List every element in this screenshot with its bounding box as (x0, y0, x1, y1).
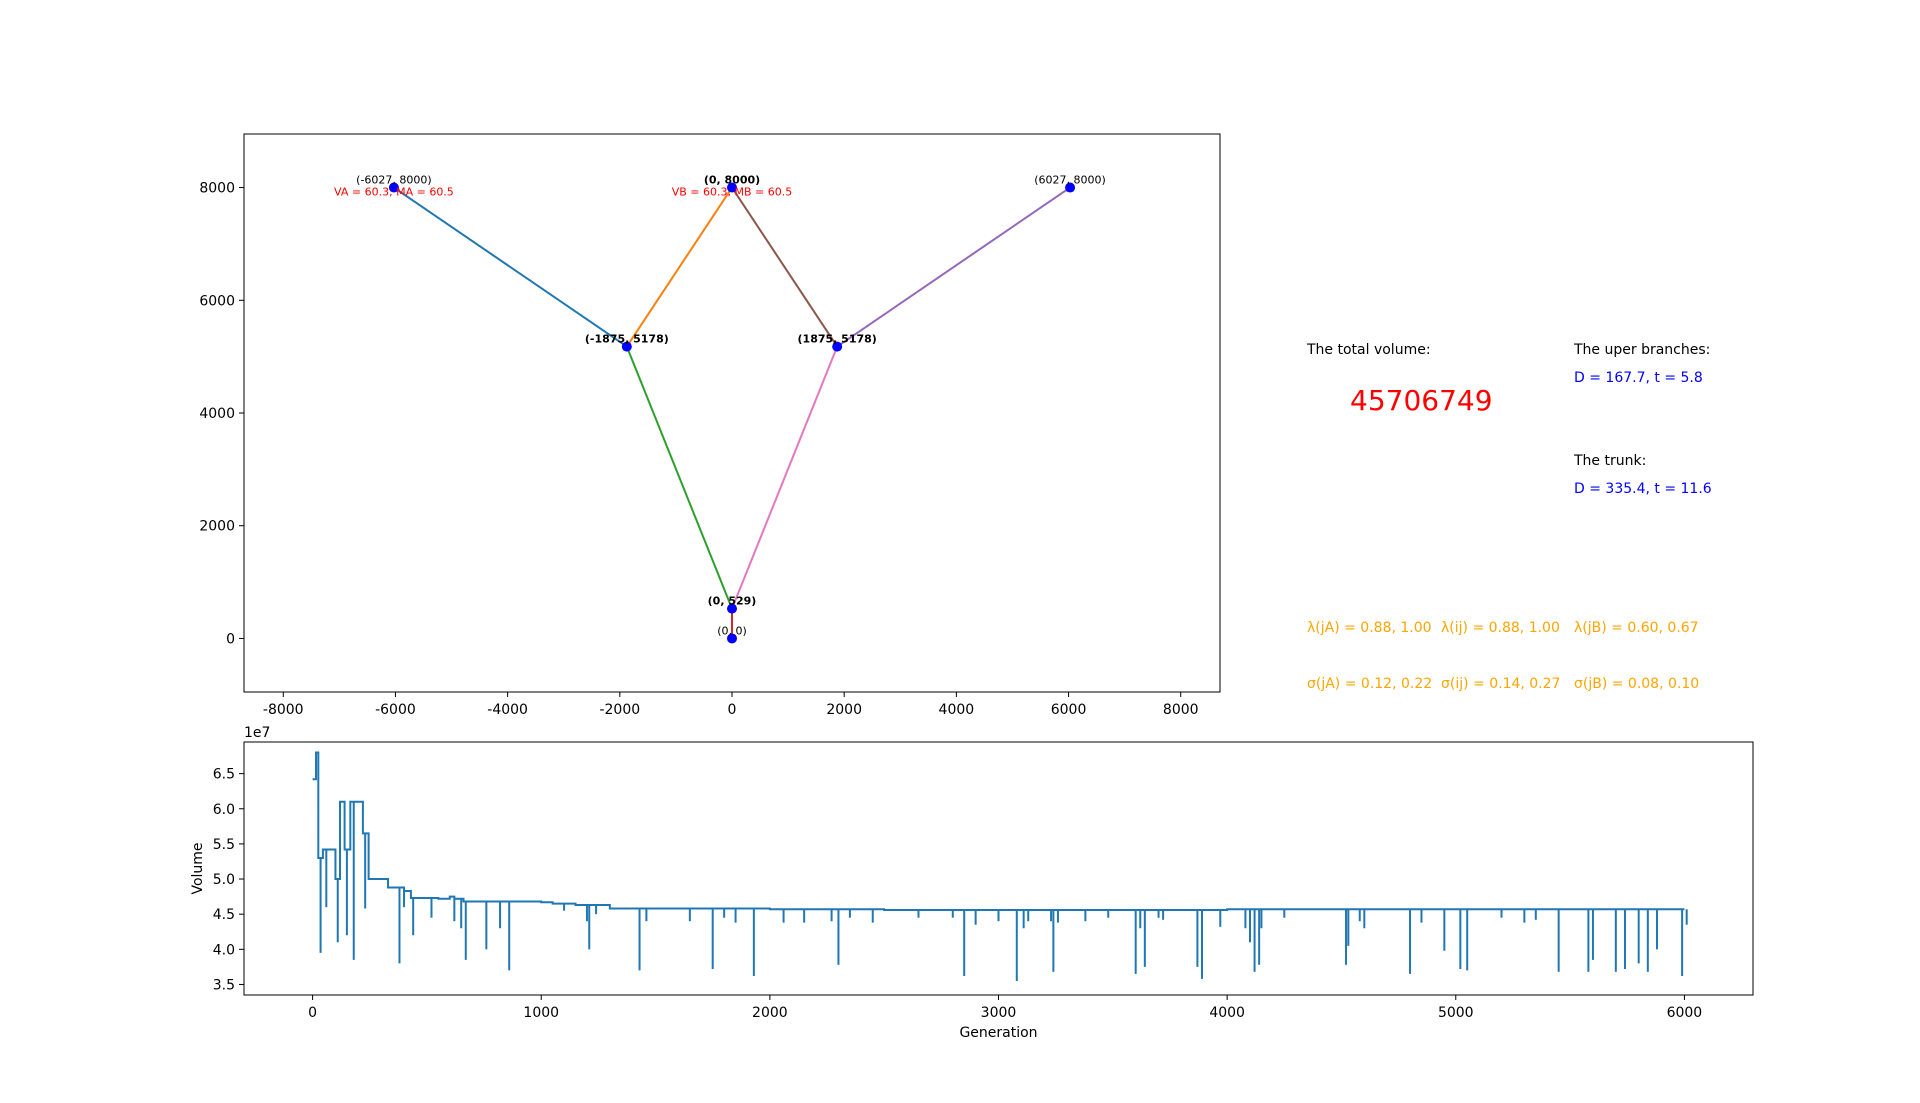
x-tick-label: 1000 (523, 1005, 559, 1021)
lambda-ij-value: λ(ij) = 0.88, 1.00 (1441, 620, 1560, 636)
x-tick-label: 5000 (1438, 1005, 1474, 1021)
branch-segment-4 (836, 186, 1071, 348)
x-tick-label: 0 (728, 702, 737, 718)
upper-branches-label: The uper branches: (1574, 342, 1711, 358)
sigma-jb-value: σ(jB) = 0.08, 0.10 (1574, 676, 1700, 692)
node-annotation-0: VA = 60.3, MA = 60.5 (334, 186, 454, 199)
branch-segment-5 (731, 186, 839, 348)
y-tick-label: 8000 (199, 181, 235, 197)
x-tick-label: 6000 (1667, 1005, 1703, 1021)
node-point-3 (621, 341, 632, 352)
y-tick-label: 5.0 (213, 872, 235, 888)
y-tick-label: 5.5 (213, 837, 235, 853)
x-tick-label: 2000 (752, 1005, 788, 1021)
y-tick-label: 6.0 (213, 802, 235, 818)
x-tick-label: 0 (308, 1005, 317, 1021)
node-label-3: (-1875, 5178) (585, 333, 669, 346)
node-point-0 (388, 182, 399, 193)
x-tick-label: 4000 (939, 702, 975, 718)
y-tick-label: 6.5 (213, 767, 235, 783)
x-tick-label: 4000 (1209, 1005, 1245, 1021)
node-annotation-1: VB = 60.3, MB = 60.5 (672, 186, 793, 199)
x-tick-label: -2000 (599, 702, 640, 718)
y-tick-label: 6000 (199, 293, 235, 309)
node-point-1 (727, 182, 737, 193)
y-tick-label: 4.0 (213, 942, 235, 958)
y-offset-text: 1e7 (244, 725, 270, 741)
y-tick-label: 2000 (199, 519, 235, 535)
y-axis-label: Volume (190, 842, 206, 894)
node-label-5: (0, 529) (708, 595, 757, 608)
x-tick-label: -6000 (375, 702, 416, 718)
volume-series-line (312, 751, 1685, 911)
lambda-jb-value: λ(jB) = 0.60, 0.67 (1574, 620, 1699, 636)
trunk-label: The trunk: (1574, 453, 1647, 469)
node-label-4: (1875, 5178) (798, 333, 877, 346)
x-tick-label: 3000 (981, 1005, 1017, 1021)
branch-segment-0 (393, 186, 628, 348)
x-axis-label: Generation (959, 1025, 1037, 1041)
node-point-2 (1065, 182, 1076, 193)
y-tick-label: 4000 (199, 406, 235, 422)
x-tick-label: 8000 (1163, 702, 1199, 718)
sigma-ij-value: σ(ij) = 0.14, 0.27 (1441, 676, 1561, 692)
sigma-ja-value: σ(jA) = 0.12, 0.22 (1307, 676, 1433, 692)
lambda-ja-value: λ(jA) = 0.88, 1.00 (1307, 620, 1432, 636)
trunk-value: D = 335.4, t = 11.6 (1574, 481, 1712, 497)
node-label-2: (6027, 8000) (1034, 174, 1106, 187)
x-tick-label: 2000 (826, 702, 862, 718)
x-tick-label: 6000 (1051, 702, 1087, 718)
x-tick-label: -8000 (263, 702, 304, 718)
node-point-4 (832, 341, 843, 352)
y-tick-label: 0 (226, 631, 235, 647)
branch-segment-1 (625, 186, 733, 348)
x-tick-label: -4000 (487, 702, 528, 718)
node-label-0: (-6027, 8000) (356, 174, 432, 187)
y-tick-label: 3.5 (213, 977, 235, 993)
plot-frame (243, 741, 1754, 996)
branch-segment-6 (731, 346, 839, 610)
node-point-6 (727, 633, 737, 644)
upper-branches-value: D = 167.7, t = 5.8 (1574, 370, 1703, 386)
node-point-5 (727, 603, 737, 614)
y-tick-label: 4.5 (213, 907, 235, 923)
node-label-1: (0, 8000) (704, 174, 760, 187)
node-label-6: (0, 0) (717, 624, 747, 637)
total-volume-value: 45706749 (1350, 384, 1493, 417)
branch-segment-2 (625, 346, 733, 610)
total-volume-label: The total volume: (1307, 342, 1431, 358)
